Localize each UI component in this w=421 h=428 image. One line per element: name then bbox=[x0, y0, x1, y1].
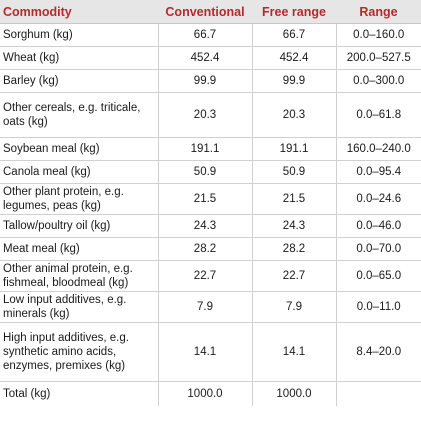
commodity-cell: Canola meal (kg) bbox=[0, 160, 159, 184]
commodity-cell: Other cereals, e.g. triticale, oats (kg) bbox=[0, 92, 159, 138]
commodity-cell: Sorghum (kg) bbox=[0, 23, 159, 47]
free-range-cell: 452.4 bbox=[252, 46, 337, 70]
range-cell: 0.0–70.0 bbox=[336, 237, 421, 261]
commodity-cell: Other animal protein, e.g. fishmeal, blo… bbox=[0, 260, 159, 292]
table-row: Tallow/poultry oil (kg) 24.3 24.3 0.0–46… bbox=[0, 214, 421, 238]
range-cell bbox=[336, 382, 421, 407]
free-range-cell: 1000.0 bbox=[252, 381, 337, 406]
free-range-cell: 99.9 bbox=[252, 69, 337, 93]
range-cell: 0.0–61.8 bbox=[336, 92, 421, 138]
free-range-cell: 191.1 bbox=[252, 137, 337, 161]
commodity-cell: Tallow/poultry oil (kg) bbox=[0, 214, 159, 238]
range-cell: 0.0–160.0 bbox=[336, 23, 421, 47]
conventional-cell: 20.3 bbox=[158, 92, 253, 138]
conventional-cell: 28.2 bbox=[158, 237, 253, 261]
commodity-cell: Other plant protein, e.g. legumes, peas … bbox=[0, 183, 159, 215]
commodity-cell: Barley (kg) bbox=[0, 69, 159, 93]
header-free-range: Free range bbox=[252, 0, 336, 24]
range-cell: 0.0–65.0 bbox=[336, 260, 421, 292]
table-row: Soybean meal (kg) 191.1 191.1 160.0–240.… bbox=[0, 137, 421, 161]
free-range-cell: 7.9 bbox=[252, 291, 337, 323]
free-range-cell: 66.7 bbox=[252, 23, 337, 47]
commodity-table: Commodity Conventional Free range Range … bbox=[0, 0, 421, 406]
total-row: Total (kg) 1000.0 1000.0 bbox=[0, 381, 421, 407]
free-range-cell: 14.1 bbox=[252, 322, 337, 382]
free-range-cell: 28.2 bbox=[252, 237, 337, 261]
table-row: Barley (kg) 99.9 99.9 0.0–300.0 bbox=[0, 69, 421, 93]
header-conventional: Conventional bbox=[158, 0, 252, 24]
range-cell: 0.0–46.0 bbox=[336, 214, 421, 238]
conventional-cell: 22.7 bbox=[158, 260, 253, 292]
free-range-cell: 22.7 bbox=[252, 260, 337, 292]
conventional-cell: 99.9 bbox=[158, 69, 253, 93]
table-row: High input additives, e.g. synthetic ami… bbox=[0, 322, 421, 382]
commodity-cell: Low input additives, e.g. minerals (kg) bbox=[0, 291, 159, 323]
table-row: Other animal protein, e.g. fishmeal, blo… bbox=[0, 260, 421, 292]
range-cell: 0.0–11.0 bbox=[336, 291, 421, 323]
range-cell: 8.4–20.0 bbox=[336, 322, 421, 382]
free-range-cell: 24.3 bbox=[252, 214, 337, 238]
commodity-cell: Wheat (kg) bbox=[0, 46, 159, 70]
conventional-cell: 452.4 bbox=[158, 46, 253, 70]
range-cell: 200.0–527.5 bbox=[336, 46, 421, 70]
table-row: Canola meal (kg) 50.9 50.9 0.0–95.4 bbox=[0, 160, 421, 184]
range-cell: 0.0–300.0 bbox=[336, 69, 421, 93]
conventional-cell: 66.7 bbox=[158, 23, 253, 47]
commodity-cell: Meat meal (kg) bbox=[0, 237, 159, 261]
conventional-cell: 14.1 bbox=[158, 322, 253, 382]
table-row: Wheat (kg) 452.4 452.4 200.0–527.5 bbox=[0, 46, 421, 70]
header-row: Commodity Conventional Free range Range bbox=[0, 0, 421, 24]
table-row: Low input additives, e.g. minerals (kg) … bbox=[0, 291, 421, 323]
conventional-cell: 191.1 bbox=[158, 137, 253, 161]
table-row: Sorghum (kg) 66.7 66.7 0.0–160.0 bbox=[0, 23, 421, 47]
table-row: Other cereals, e.g. triticale, oats (kg)… bbox=[0, 92, 421, 138]
commodity-cell: Soybean meal (kg) bbox=[0, 137, 159, 161]
table-row: Meat meal (kg) 28.2 28.2 0.0–70.0 bbox=[0, 237, 421, 261]
free-range-cell: 20.3 bbox=[252, 92, 337, 138]
conventional-cell: 50.9 bbox=[158, 160, 253, 184]
range-cell: 160.0–240.0 bbox=[336, 137, 421, 161]
conventional-cell: 24.3 bbox=[158, 214, 253, 238]
conventional-cell: 1000.0 bbox=[158, 381, 253, 406]
commodity-cell: High input additives, e.g. synthetic ami… bbox=[0, 322, 159, 382]
free-range-cell: 21.5 bbox=[252, 183, 337, 215]
header-range: Range bbox=[336, 0, 421, 24]
conventional-cell: 21.5 bbox=[158, 183, 253, 215]
table-row: Other plant protein, e.g. legumes, peas … bbox=[0, 183, 421, 215]
range-cell: 0.0–95.4 bbox=[336, 160, 421, 184]
conventional-cell: 7.9 bbox=[158, 291, 253, 323]
header-commodity: Commodity bbox=[0, 0, 158, 24]
commodity-cell: Total (kg) bbox=[0, 381, 159, 406]
table-body: Sorghum (kg) 66.7 66.7 0.0–160.0 Wheat (… bbox=[0, 23, 421, 407]
table-header: Commodity Conventional Free range Range bbox=[0, 0, 421, 24]
free-range-cell: 50.9 bbox=[252, 160, 337, 184]
range-cell: 0.0–24.6 bbox=[336, 183, 421, 215]
